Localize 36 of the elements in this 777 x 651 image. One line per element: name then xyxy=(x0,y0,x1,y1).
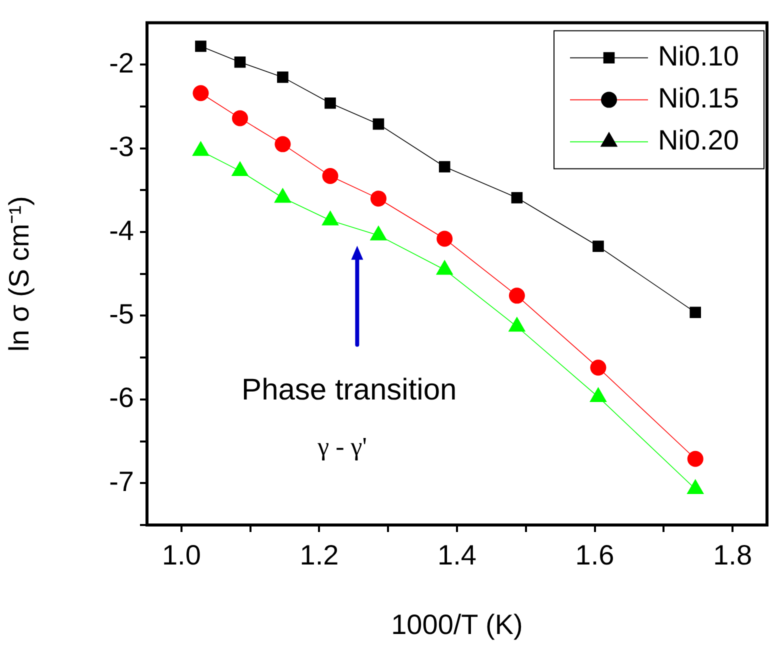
y-tick-label: -5 xyxy=(109,298,134,330)
annotation: Phase transition xyxy=(242,374,457,407)
point xyxy=(322,168,338,184)
point xyxy=(192,85,209,102)
x-tick-label: 1.0 xyxy=(162,540,201,571)
point xyxy=(232,110,248,126)
y-tick-label: -6 xyxy=(109,382,134,414)
point xyxy=(687,450,704,467)
point xyxy=(690,306,702,318)
y-tick-label: -2 xyxy=(109,47,134,78)
point xyxy=(274,136,291,152)
point xyxy=(234,56,246,68)
x-tick-label: 1.2 xyxy=(300,540,339,571)
x-tick-label: 1.6 xyxy=(575,540,614,571)
point xyxy=(438,161,450,172)
point xyxy=(508,288,525,304)
annotation: γ - γ' xyxy=(316,432,367,461)
y-tick-label: -4 xyxy=(109,214,134,246)
x-tick-label: 1.4 xyxy=(438,540,476,571)
point xyxy=(277,72,288,83)
point xyxy=(436,230,453,247)
x-axis-title: 1000/T (K) xyxy=(391,608,523,640)
legend-label: Ni0.20 xyxy=(658,124,739,156)
point xyxy=(590,360,606,376)
legend-label: Ni0.15 xyxy=(658,82,739,114)
point xyxy=(592,240,604,252)
point xyxy=(324,97,336,109)
x-tick-label: 1.8 xyxy=(713,540,752,571)
point xyxy=(195,40,206,52)
legend-label: Ni0.10 xyxy=(658,40,739,72)
y-axis-title: ln σ (S cm⁻¹) xyxy=(4,196,35,352)
point xyxy=(372,118,384,130)
y-tick-label: -7 xyxy=(109,466,134,497)
y-tick-label: -3 xyxy=(109,131,134,162)
point xyxy=(511,192,523,204)
point xyxy=(370,190,386,207)
